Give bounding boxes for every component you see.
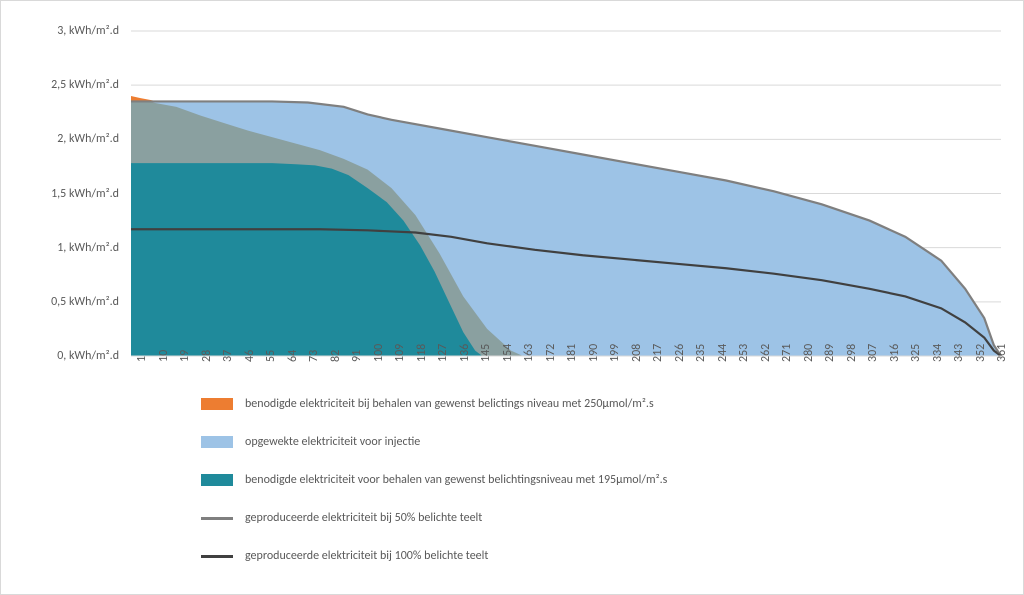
legend-line bbox=[201, 517, 233, 520]
x-tick-label: 217 bbox=[651, 344, 665, 362]
legend-swatch bbox=[201, 474, 233, 486]
x-tick-label: 91 bbox=[350, 350, 364, 362]
legend-item: geproduceerde elektriciteit bij 100% bel… bbox=[201, 548, 1001, 564]
legend-line bbox=[201, 555, 233, 558]
x-tick-label: 46 bbox=[243, 350, 257, 362]
x-tick-label: 82 bbox=[329, 350, 343, 362]
x-tick-label: 19 bbox=[178, 350, 192, 362]
legend-swatch bbox=[201, 398, 233, 410]
x-tick-label: 298 bbox=[845, 344, 859, 362]
legend-label: geproduceerde elektriciteit bij 100% bel… bbox=[245, 549, 488, 563]
x-tick-label: 118 bbox=[415, 344, 429, 362]
x-tick-label: 208 bbox=[630, 344, 644, 362]
x-tick-label: 280 bbox=[802, 344, 816, 362]
x-tick-label: 325 bbox=[909, 344, 923, 362]
x-tick-label: 199 bbox=[608, 344, 622, 362]
legend-label: benodigde elektriciteit voor behalen van… bbox=[245, 473, 667, 487]
x-tick-label: 154 bbox=[501, 344, 515, 362]
x-tick-label: 10 bbox=[157, 350, 171, 362]
x-tick-label: 100 bbox=[372, 344, 386, 362]
x-tick-label: 37 bbox=[221, 350, 235, 362]
x-tick-label: 145 bbox=[479, 344, 493, 362]
x-tick-label: 271 bbox=[780, 344, 794, 362]
x-tick-label: 244 bbox=[716, 344, 730, 362]
x-tick-label: 190 bbox=[587, 344, 601, 362]
x-tick-label: 1 bbox=[135, 356, 149, 362]
x-tick-label: 235 bbox=[694, 344, 708, 362]
x-tick-label: 253 bbox=[737, 344, 751, 362]
legend-item: opgewekte elektriciteit voor injectie bbox=[201, 434, 1001, 450]
chart-frame: 0, kWh/m².d0,5 kWh/m².d1, kWh/m².d1,5 kW… bbox=[0, 0, 1024, 595]
x-tick-label: 55 bbox=[264, 350, 278, 362]
legend-label: geproduceerde elektriciteit bij 50% beli… bbox=[245, 511, 482, 525]
x-tick-label: 28 bbox=[200, 350, 214, 362]
x-tick-label: 316 bbox=[888, 344, 902, 362]
x-tick-label: 172 bbox=[544, 344, 558, 362]
legend-item: benodigde elektriciteit bij behalen van … bbox=[201, 396, 1001, 412]
x-tick-label: 181 bbox=[565, 344, 579, 362]
x-tick-label: 262 bbox=[759, 344, 773, 362]
x-tick-label: 109 bbox=[393, 344, 407, 362]
legend-label: benodigde elektriciteit bij behalen van … bbox=[245, 397, 654, 411]
legend-swatch bbox=[201, 436, 233, 448]
legend: benodigde elektriciteit bij behalen van … bbox=[201, 396, 1001, 586]
x-tick-label: 163 bbox=[522, 344, 536, 362]
x-tick-label: 343 bbox=[952, 344, 966, 362]
legend-item: benodigde elektriciteit voor behalen van… bbox=[201, 472, 1001, 488]
x-tick-label: 136 bbox=[458, 344, 472, 362]
legend-label: opgewekte elektriciteit voor injectie bbox=[245, 435, 420, 449]
x-tick-label: 334 bbox=[931, 344, 945, 362]
x-tick-label: 361 bbox=[995, 344, 1009, 362]
legend-item: geproduceerde elektriciteit bij 50% beli… bbox=[201, 510, 1001, 526]
x-tick-label: 307 bbox=[866, 344, 880, 362]
x-tick-label: 73 bbox=[307, 350, 321, 362]
x-tick-label: 352 bbox=[974, 344, 988, 362]
x-tick-label: 289 bbox=[823, 344, 837, 362]
x-tick-label: 127 bbox=[436, 344, 450, 362]
x-tick-label: 226 bbox=[673, 344, 687, 362]
x-tick-label: 64 bbox=[286, 350, 300, 362]
